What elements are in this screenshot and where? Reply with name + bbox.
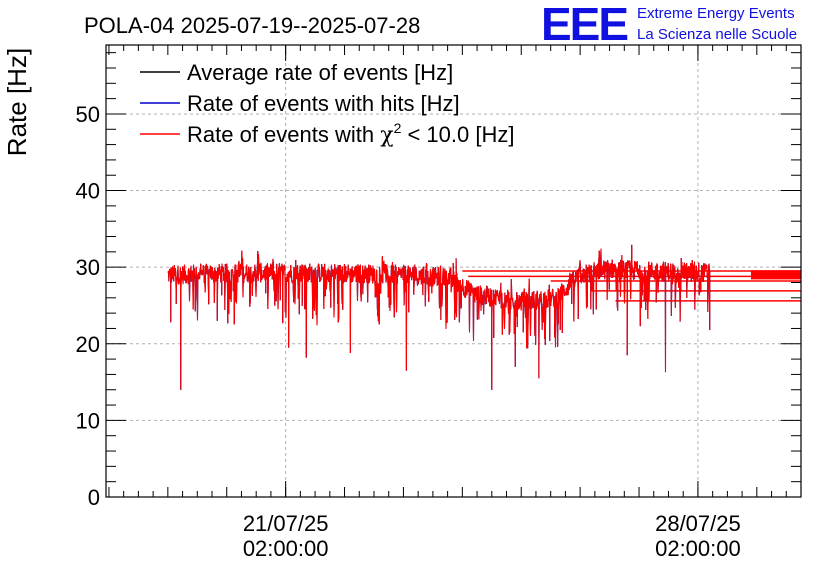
plot-frame [105,44,802,498]
x-tick-time: 02:00:00 [655,536,741,561]
y-tick-label: 20 [76,332,100,357]
legend-label-hits: Rate of events with hits [Hz] [187,91,460,116]
y-tick-label: 50 [76,102,100,127]
x-tick-time: 02:00:00 [243,536,329,561]
axis-ticks [106,45,802,498]
legend: Average rate of events [Hz] Rate of even… [140,60,514,148]
y-tick-label: 10 [76,408,100,433]
legend-chi2-suffix: < 10.0 [Hz] [401,122,514,147]
series-tail-band [750,270,801,280]
chart-title: POLA-04 2025-07-19--2025-07-28 [84,13,420,38]
legend-label-average: Average rate of events [Hz] [187,60,453,85]
logo-line1: Extreme Energy Events [637,5,795,22]
y-axis-label: Rate [Hz] [2,48,32,156]
y-tick-label: 30 [76,255,100,280]
x-tick-date: 21/07/25 [243,511,329,536]
y-tick-labels: 0 10 20 30 40 50 [76,102,100,510]
data-series [167,244,801,390]
y-tick-label: 0 [88,485,100,510]
eee-logo: EEE Extreme Energy Events La Scienza nel… [541,0,797,50]
legend-chi-symbol: χ [380,123,393,148]
legend-chi2-prefix: Rate of events with [187,122,380,147]
logo-letters: EEE [541,0,627,50]
legend-label-chi2: Rate of events with χ2 < 10.0 [Hz] [187,120,514,148]
y-tick-label: 40 [76,179,100,204]
series-chi2-rate [167,244,711,390]
logo-line2: La Scienza nelle Scuole [637,26,797,43]
legend-chi2-superscript: 2 [394,120,402,136]
x-tick-date: 28/07/25 [655,511,741,536]
